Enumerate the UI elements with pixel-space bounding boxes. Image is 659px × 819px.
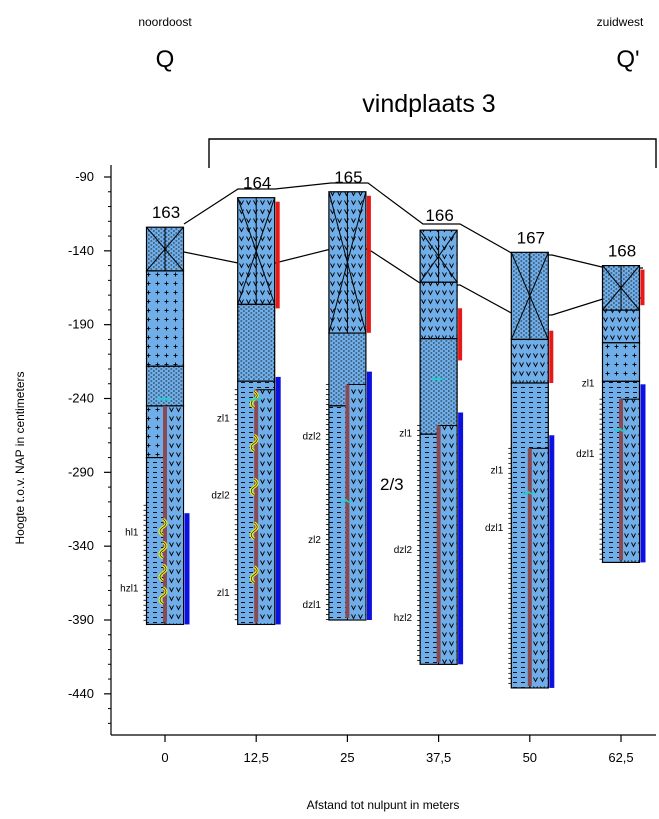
y-axis: -90 -140 -190 -240 -290 -340 -390 -440 [68,165,112,735]
core-sample [619,399,623,561]
borehole-number: 167 [517,228,545,247]
soil-layer [419,338,458,435]
y-tick-label: -90 [75,169,94,184]
x-tick-label: 50 [523,750,537,765]
section-letter-right: Q' [616,46,639,73]
worm-outline [159,518,167,536]
x-axis: 0 12,5 25 37,5 50 62,5 [111,734,656,765]
worm-outline [159,541,167,559]
unit-label: hzl2 [394,613,413,624]
worm-outline [250,566,258,583]
blue-marker [458,412,464,665]
shell-fragment [248,396,262,402]
shell-fragment [339,498,354,503]
unit-label: dzl2 [211,490,230,501]
core-sample [163,405,167,623]
unit-label: dzl2 [303,431,322,442]
borehole-166: 166 zl1 dzl2 hzl2 [394,206,464,665]
borehole-164: 164 zl1 dzl2 zl1 [211,174,281,626]
site-label: vindplaats 3 [362,90,495,118]
unit-label: zl1 [582,378,595,389]
red-marker [275,201,280,309]
blue-marker [184,513,190,625]
v-pattern-zone [164,405,184,625]
y-tick-label: -340 [68,538,94,553]
unit-label: zl1 [217,588,230,599]
borehole-number: 166 [425,206,453,225]
soil-layer [145,270,185,367]
shell-fragment [613,427,627,432]
blue-marker [275,376,281,625]
worm-outline [159,564,167,582]
worm-outline [159,587,167,604]
soil-layer [601,342,641,382]
red-marker [366,195,371,333]
blue-marker [549,435,555,688]
core-sample [436,425,441,663]
borehole-number: 164 [243,174,271,193]
borehole-number: 165 [334,168,362,187]
x-tick-label: 0 [161,750,168,765]
y-tick-label: -390 [68,612,94,627]
core-sample [254,389,259,623]
borehole-number: 168 [608,242,636,261]
x-tick-label: 62,5 [608,750,633,765]
y-tick-label: -190 [68,317,94,332]
worm-outline [250,434,258,452]
worm-outline [250,478,258,496]
soil-layer [510,338,549,384]
red-marker [640,269,645,306]
zone-label: 2/3 [380,475,404,494]
red-marker [458,308,463,361]
borehole-168: 168 zl1 dzl1 [576,242,646,564]
soil-layer [601,309,641,344]
borehole-number: 163 [152,203,180,222]
v-pattern-zone [438,425,458,665]
section-letter-left: Q [156,46,175,73]
unit-label: dzl1 [485,523,504,534]
borehole-167: 167 zl1 dzl1 [485,228,555,689]
x-tick-label: 37,5 [426,750,451,765]
y-tick-label: -440 [68,686,94,701]
soil-layer [419,281,458,340]
direction-right-label: zuidwest [597,15,644,29]
unit-label: zl1 [399,428,412,439]
unit-label: zl2 [308,535,321,546]
x-axis-title: Afstand tot nulpunt in meters [307,798,460,812]
y-tick-label: -240 [68,391,94,406]
worm-outline [250,522,258,540]
unit-label: hzl1 [120,584,139,595]
site-bracket [208,138,657,168]
y-tick-label: -290 [68,464,94,479]
unit-label: dzl1 [303,600,322,611]
borehole-165: 165 dzl2 zl2 dzl1 [303,168,372,621]
direction-left-label: noordoost [138,15,192,29]
borehole-163: 163 hl1 hzl1 [120,203,190,626]
unit-label: dzl1 [576,449,595,460]
shell-fragment [157,396,171,401]
red-marker [549,330,554,383]
blue-marker [640,384,646,563]
shell-fragment [430,376,445,381]
x-tick-label: 12,5 [244,750,269,765]
x-tick-label: 25 [340,750,354,765]
shell-fragment [522,490,536,495]
unit-label: dzl2 [394,545,413,556]
y-tick-label: -140 [68,243,94,258]
unit-label: zl1 [217,414,230,425]
unit-label: hl1 [125,527,139,538]
v-pattern-zone [529,447,549,689]
v-pattern-zone [620,398,640,563]
v-pattern-zone [255,389,276,625]
soil-layer [237,303,276,382]
unit-label: zl1 [491,465,504,476]
core-sample [527,448,532,686]
y-axis-title: Hoogte t.o.v. NAP in centimeters [13,372,27,545]
blue-marker [366,371,372,620]
